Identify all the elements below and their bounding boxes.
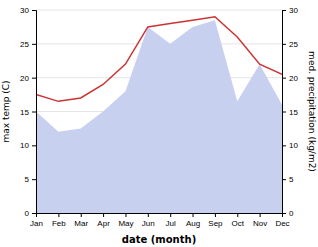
tick-mark	[32, 10, 36, 11]
grid-line	[36, 10, 282, 11]
tick: 0	[25, 209, 36, 218]
y-axis-title: max temp (C)	[1, 80, 11, 142]
tick: 30	[20, 6, 36, 15]
tick: May	[118, 213, 133, 228]
tick: Oct	[232, 213, 245, 228]
tick: Jun	[142, 213, 155, 228]
tick-mark	[282, 213, 286, 214]
tick-label: Jul	[166, 219, 176, 228]
tick-mark	[237, 213, 238, 217]
tick: 15	[20, 108, 36, 117]
tick: 30	[282, 6, 298, 15]
y2-axis-title: med. precipitation (kg/m2)	[307, 51, 317, 172]
tick: 15	[282, 108, 298, 117]
tick-mark	[282, 112, 286, 113]
tick-mark	[81, 213, 82, 217]
tick-label: Feb	[52, 219, 66, 228]
tick: 0	[282, 209, 294, 218]
tick: Nov	[253, 213, 267, 228]
tick-mark	[32, 145, 36, 146]
tick: Apr	[97, 213, 110, 228]
tick-mark	[282, 44, 286, 45]
marks	[36, 17, 282, 213]
tick: Dec	[275, 213, 289, 228]
tick-label: Mar	[74, 219, 88, 228]
tick-label: Jun	[142, 219, 155, 228]
tick: Jan	[30, 213, 43, 228]
line	[36, 17, 282, 102]
tick-mark	[215, 213, 216, 217]
tick: Feb	[52, 213, 66, 228]
tick-mark	[58, 213, 59, 217]
tick: Jul	[166, 213, 176, 228]
tick-mark	[282, 179, 286, 180]
tick-label: 10	[20, 141, 29, 150]
tick-label: 15	[20, 108, 29, 117]
tick-mark	[32, 213, 36, 214]
tick-mark	[170, 213, 171, 217]
tick-mark	[260, 213, 261, 217]
tick: 10	[20, 141, 36, 150]
tick-label: Oct	[232, 219, 245, 228]
area	[36, 20, 282, 213]
axis-line	[283, 11, 287, 214]
x-axis-title: date (month)	[122, 234, 196, 245]
tick: 10	[282, 141, 298, 150]
tick-mark	[32, 44, 36, 45]
tick-label: Jan	[30, 219, 43, 228]
tick-mark	[282, 145, 286, 146]
tick-label: 10	[289, 141, 298, 150]
tick-label: 0	[289, 209, 294, 218]
tick-mark	[125, 213, 126, 217]
tick-label: Apr	[97, 219, 110, 228]
tick: 20	[282, 74, 298, 83]
tick-label: 0	[25, 209, 30, 218]
tick-mark	[282, 10, 286, 11]
tick: 25	[20, 40, 36, 49]
tick-label: 30	[289, 6, 298, 15]
tick-mark	[103, 213, 104, 217]
tick-label: 30	[20, 6, 29, 15]
y2-axis: 0 5 10 15 20 25 30	[282, 6, 298, 218]
tick: 5	[282, 175, 294, 184]
tick-label: 5	[25, 175, 30, 184]
tick-label: Sep	[208, 219, 223, 228]
tick: Aug	[186, 213, 200, 228]
tick-label: 15	[289, 108, 298, 117]
x-axis: Jan Feb Mar Apr May Jun Jul Aug Sep Oct Nov Dec	[30, 213, 290, 228]
chart: JanFebMarAprMayJunJulAugSepOctNovDec0510…	[0, 0, 318, 247]
tick-label: Dec	[275, 219, 289, 228]
axis-line	[37, 214, 283, 218]
grid	[36, 10, 282, 213]
tick: Sep	[208, 213, 223, 228]
tick-mark	[32, 112, 36, 113]
tick-mark	[282, 78, 286, 79]
tick-label: 5	[289, 175, 294, 184]
axis-line	[32, 11, 37, 214]
tick-label: 20	[289, 74, 298, 83]
tick: 5	[25, 175, 36, 184]
tick-label: 25	[20, 40, 29, 49]
tick-label: May	[118, 219, 133, 228]
tick-label: Aug	[186, 219, 200, 228]
tick: Mar	[74, 213, 88, 228]
tick-mark	[193, 213, 194, 217]
tick-mark	[32, 179, 36, 180]
tick: 20	[20, 74, 36, 83]
tick-label: 20	[20, 74, 29, 83]
tick: 25	[282, 40, 298, 49]
tick-label: Nov	[253, 219, 267, 228]
tick-label: 25	[289, 40, 298, 49]
tick-mark	[148, 213, 149, 217]
plot: JanFebMarAprMayJunJulAugSepOctNovDec0510…	[1, 6, 317, 245]
y-axis: 0 5 10 15 20 25 30	[20, 6, 36, 218]
tick-mark	[32, 78, 36, 79]
